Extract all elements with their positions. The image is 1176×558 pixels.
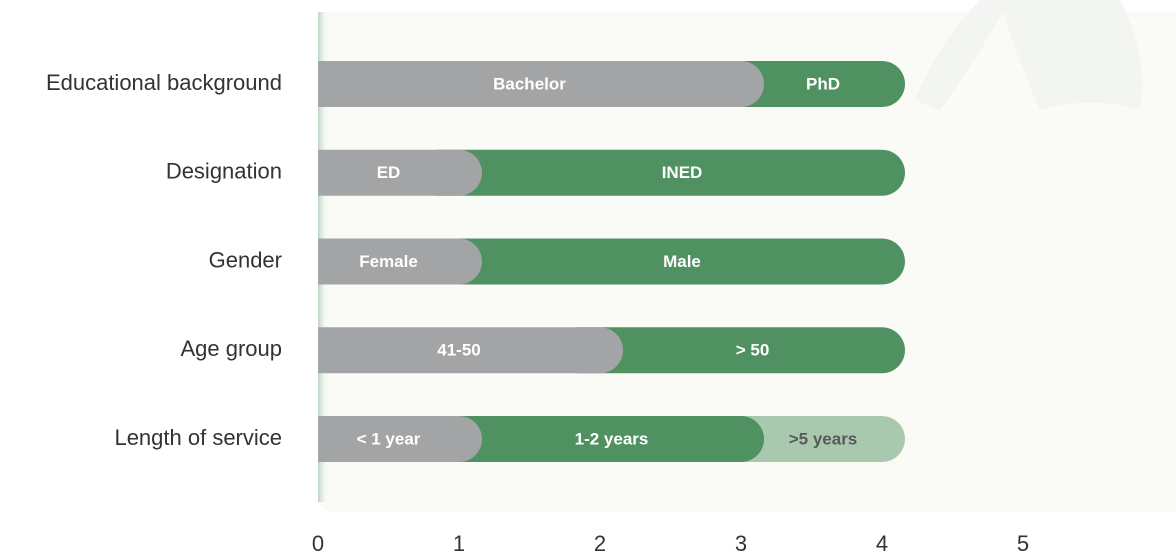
segment-label: < 1 year	[357, 429, 421, 448]
x-tick-label: 2	[594, 531, 606, 556]
segment-label: 41-50	[437, 341, 480, 360]
chart: 0 1 2 3 4 5 Educational background Bachelor PhD D…	[0, 0, 1176, 558]
category-label: Age group	[180, 336, 282, 361]
segment-label: ED	[377, 163, 401, 182]
x-tick-label: 3	[735, 531, 747, 556]
category-label: Gender	[209, 247, 282, 272]
segment-label: > 50	[736, 341, 770, 360]
segment-label: 1-2 years	[575, 429, 649, 448]
x-tick-label: 5	[1017, 531, 1029, 556]
segment-label: INED	[662, 163, 703, 182]
segment-label: PhD	[806, 74, 840, 93]
category-label: Designation	[166, 159, 282, 184]
x-tick-label: 4	[876, 531, 888, 556]
segment-label: >5 years	[789, 429, 858, 448]
x-tick-label: 1	[453, 531, 465, 556]
category-label: Length of service	[114, 425, 282, 450]
segment-label: Bachelor	[493, 74, 566, 93]
category-label: Educational background	[46, 70, 282, 95]
x-tick-label: 0	[312, 531, 324, 556]
segment-label: Female	[359, 252, 418, 271]
segment-label: Male	[663, 252, 701, 271]
